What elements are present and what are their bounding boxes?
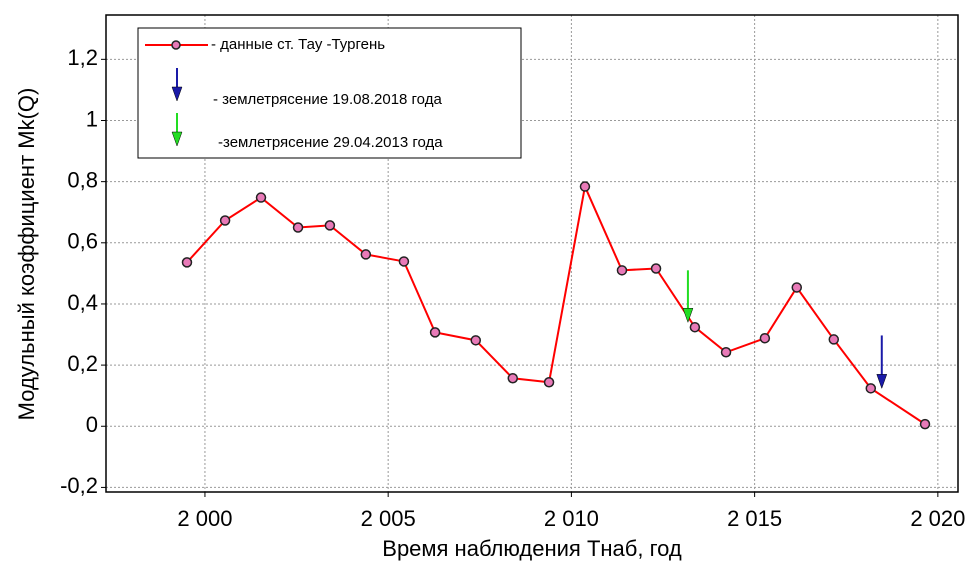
y-tick-label: 1: [86, 106, 98, 131]
data-point: [181, 257, 193, 268]
data-point: [579, 181, 591, 192]
x-tick-label: 2 010: [544, 506, 599, 531]
x-tick-label: 2 005: [361, 506, 416, 531]
y-axis-title: Модульный коэффициент Mk(Q): [14, 88, 39, 421]
data-point: [219, 215, 231, 226]
y-tick-label: 0,6: [67, 229, 98, 254]
arrow-head: [171, 86, 183, 102]
data-point: [470, 335, 481, 346]
legend-marker: [171, 40, 181, 50]
legend-box: [137, 27, 522, 159]
event-arrow: [876, 335, 888, 390]
data-point: [324, 220, 336, 231]
data-point: [791, 282, 803, 293]
data-point: [398, 256, 410, 267]
event-arrow: [682, 270, 694, 324]
data-point: [650, 263, 662, 274]
y-tick-label: -0,2: [60, 473, 98, 498]
data-point: [255, 192, 267, 203]
data-point: [689, 321, 701, 333]
data-point: [865, 383, 877, 394]
arrow-head: [876, 374, 888, 390]
data-point: [759, 332, 771, 344]
legend-label: - данные ст. Тау -Тургень: [211, 36, 385, 53]
y-tick-label: 0,4: [67, 290, 98, 315]
data-point: [507, 373, 519, 384]
data-point: [828, 334, 840, 345]
data-point: [616, 265, 628, 276]
legend-label: -землетрясение 29.04.2013 года: [218, 134, 443, 151]
data-point: [360, 249, 372, 260]
arrow-head: [682, 308, 694, 324]
arrow-head: [171, 131, 183, 147]
x-axis-title: Время наблюдения Tнаб, год: [382, 536, 682, 561]
x-tick-label: 2 020: [910, 506, 965, 531]
legend-arrow: [171, 113, 183, 147]
y-tick-label: 1,2: [67, 45, 98, 70]
data-point: [919, 418, 931, 430]
legend-arrow: [171, 68, 183, 102]
x-tick-label: 2 000: [177, 506, 232, 531]
data-point: [292, 222, 304, 233]
y-tick-label: 0,8: [67, 167, 98, 192]
y-tick-label: 0: [86, 412, 98, 437]
data-line: [186, 183, 926, 425]
plot-frame: [105, 14, 959, 493]
data-point: [543, 376, 555, 388]
y-tick-label: 0,2: [67, 351, 98, 376]
data-point: [720, 347, 732, 358]
data-point: [429, 327, 441, 338]
x-tick-label: 2 015: [727, 506, 782, 531]
legend-label: - землетрясение 19.08.2018 года: [213, 91, 442, 108]
